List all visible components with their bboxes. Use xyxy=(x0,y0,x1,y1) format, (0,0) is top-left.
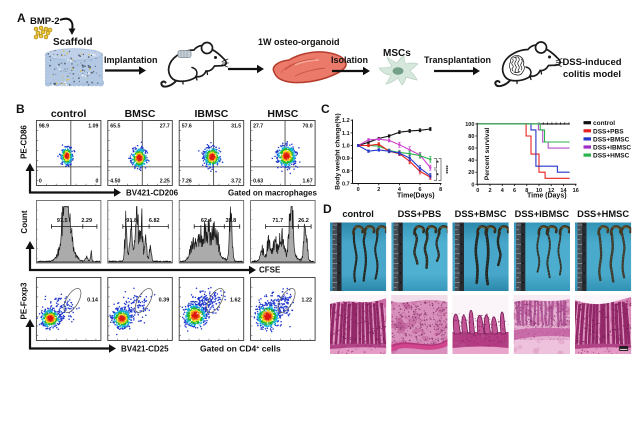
svg-text:70.0: 70.0 xyxy=(302,124,312,130)
svg-text:65.5: 65.5 xyxy=(110,124,120,130)
svg-text:Time (Days): Time (Days) xyxy=(527,193,567,200)
svg-text:0: 0 xyxy=(357,187,360,193)
svg-text:A: A xyxy=(17,11,26,25)
svg-text:0.39: 0.39 xyxy=(159,298,170,304)
svg-text:Count: Count xyxy=(20,210,29,233)
svg-text:1.2: 1.2 xyxy=(342,118,350,124)
svg-text:BV421-CD25: BV421-CD25 xyxy=(121,345,169,354)
svg-text:0: 0 xyxy=(471,182,474,188)
svg-text:71.7: 71.7 xyxy=(272,218,283,224)
svg-text:8: 8 xyxy=(439,187,442,193)
svg-text:Gated on macrophages: Gated on macrophages xyxy=(228,189,317,198)
svg-text:1.22: 1.22 xyxy=(301,298,312,304)
svg-text:C: C xyxy=(321,102,330,116)
svg-text:Scaffold: Scaffold xyxy=(53,37,92,48)
svg-text:14: 14 xyxy=(560,188,567,194)
svg-text:40: 40 xyxy=(468,158,474,164)
svg-text:0: 0 xyxy=(476,188,479,194)
svg-text:HMSC: HMSC xyxy=(267,108,298,120)
svg-text:62.4: 62.4 xyxy=(201,218,213,224)
svg-text:D: D xyxy=(323,202,332,216)
svg-text:2: 2 xyxy=(377,187,380,193)
svg-text:BMP-2: BMP-2 xyxy=(30,16,60,27)
svg-text:2: 2 xyxy=(489,188,492,194)
svg-text:PE-CD86: PE-CD86 xyxy=(20,125,29,159)
svg-text:3.72: 3.72 xyxy=(231,179,241,185)
svg-text:PE-Foxp3: PE-Foxp3 xyxy=(20,282,29,319)
svg-text:60: 60 xyxy=(468,146,474,152)
svg-text:27.7: 27.7 xyxy=(160,124,170,130)
svg-text:35.8: 35.8 xyxy=(225,218,236,224)
svg-text:27.7: 27.7 xyxy=(253,124,263,130)
svg-text:4.50: 4.50 xyxy=(110,179,120,185)
svg-text:2.25: 2.25 xyxy=(160,179,170,185)
svg-text:DSS+BMSC: DSS+BMSC xyxy=(593,136,630,143)
svg-text:Isolation: Isolation xyxy=(331,55,368,65)
svg-text:0.14: 0.14 xyxy=(87,298,99,304)
svg-text:6.82: 6.82 xyxy=(149,218,160,224)
svg-text:2.29: 2.29 xyxy=(81,218,92,224)
svg-text:Implantation: Implantation xyxy=(104,55,158,65)
svg-text:20: 20 xyxy=(468,170,474,176)
svg-text:1.62: 1.62 xyxy=(230,298,241,304)
svg-text:1.1: 1.1 xyxy=(342,131,350,137)
svg-text:CFSE: CFSE xyxy=(259,266,281,275)
svg-text:Body weight change(%): Body weight change(%) xyxy=(335,113,342,190)
svg-text:DSS-induced: DSS-induced xyxy=(562,57,621,68)
svg-text:98.9: 98.9 xyxy=(39,124,49,130)
svg-text:7.26: 7.26 xyxy=(182,179,192,185)
svg-text:6: 6 xyxy=(418,187,421,193)
svg-text:31.5: 31.5 xyxy=(231,124,241,130)
svg-text:1.0: 1.0 xyxy=(342,143,350,149)
svg-text:26.2: 26.2 xyxy=(298,218,309,224)
svg-text:Percent survival: Percent survival xyxy=(484,128,491,181)
svg-text:1.09: 1.09 xyxy=(88,124,98,130)
svg-text:6: 6 xyxy=(513,188,516,194)
svg-text:MSCs: MSCs xyxy=(383,48,411,59)
svg-text:colitis model: colitis model xyxy=(563,69,621,80)
svg-text:control: control xyxy=(51,108,87,120)
svg-text:*: * xyxy=(436,161,439,167)
svg-text:97.5: 97.5 xyxy=(57,218,68,224)
svg-text:8: 8 xyxy=(525,188,528,194)
svg-text:0.7: 0.7 xyxy=(342,181,350,187)
svg-text:Time(Days): Time(Days) xyxy=(397,193,435,200)
svg-text:BV421-CD206: BV421-CD206 xyxy=(126,189,179,198)
svg-text:control: control xyxy=(342,209,374,219)
svg-text:0: 0 xyxy=(96,179,99,185)
svg-text:DSS+HMSC: DSS+HMSC xyxy=(577,209,629,219)
svg-text:B: B xyxy=(16,102,25,116)
svg-text:0.9: 0.9 xyxy=(342,156,350,162)
svg-text:BMSC: BMSC xyxy=(125,108,156,120)
svg-text:control: control xyxy=(593,120,615,127)
svg-text:4: 4 xyxy=(398,187,402,193)
svg-text:Gated on CD4+ cells: Gated on CD4+ cells xyxy=(200,344,281,354)
svg-text:DSS+IBMSC: DSS+IBMSC xyxy=(515,209,570,219)
svg-text:16: 16 xyxy=(573,188,579,194)
svg-text:10: 10 xyxy=(536,188,542,194)
svg-text:****: **** xyxy=(442,165,448,174)
svg-text:0: 0 xyxy=(39,179,42,185)
svg-text:DSS+HMSC: DSS+HMSC xyxy=(593,153,630,160)
svg-text:*: * xyxy=(436,174,439,180)
svg-text:DSS+PBS: DSS+PBS xyxy=(593,128,624,135)
svg-text:DSS+PBS: DSS+PBS xyxy=(398,209,442,219)
svg-text:DSS+BMSC: DSS+BMSC xyxy=(455,209,507,219)
svg-text:91.8: 91.8 xyxy=(126,218,137,224)
svg-text:1W osteo-organoid: 1W osteo-organoid xyxy=(258,37,340,47)
svg-text:80: 80 xyxy=(468,134,474,140)
svg-text:1.67: 1.67 xyxy=(302,179,312,185)
svg-text:57.6: 57.6 xyxy=(182,124,192,130)
svg-text:4: 4 xyxy=(501,188,505,194)
svg-text:12: 12 xyxy=(548,188,554,194)
svg-text:0.63: 0.63 xyxy=(253,179,263,185)
svg-text:Transplantation: Transplantation xyxy=(424,55,491,65)
svg-text:DSS+IBMSC: DSS+IBMSC xyxy=(593,145,631,152)
svg-text:0.8: 0.8 xyxy=(342,169,350,175)
svg-text:IBMSC: IBMSC xyxy=(195,108,229,120)
svg-text:100: 100 xyxy=(465,122,474,128)
